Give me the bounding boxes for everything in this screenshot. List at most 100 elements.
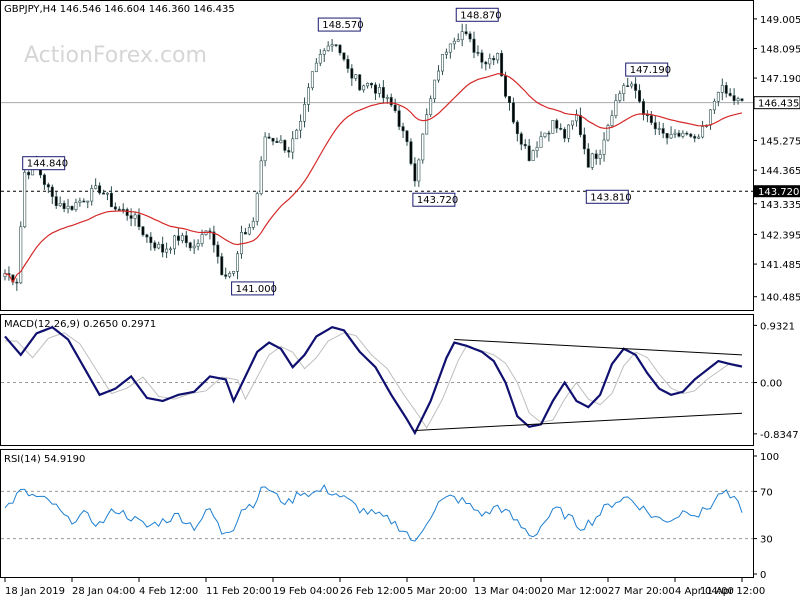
candle	[366, 82, 370, 89]
candle	[539, 131, 543, 148]
candle	[216, 241, 220, 264]
candle-body	[362, 85, 366, 91]
candle	[693, 134, 697, 143]
candle-body	[389, 97, 393, 106]
candle	[287, 146, 291, 158]
candle-body	[271, 137, 275, 142]
price-annotation: 147.190	[625, 62, 671, 77]
candle-body	[373, 84, 377, 94]
candle-body	[657, 128, 661, 130]
current-price-tag	[753, 96, 800, 110]
candle	[452, 37, 456, 50]
price-annotation: 141.000	[231, 281, 277, 296]
candle	[303, 97, 307, 128]
candle-body	[456, 39, 460, 42]
candle	[149, 232, 153, 251]
candle-body	[511, 102, 515, 123]
candle	[94, 178, 98, 190]
candle-body	[94, 185, 98, 189]
candle	[460, 23, 464, 47]
candle-body	[736, 98, 740, 102]
candle	[429, 95, 433, 117]
candle-body	[15, 281, 19, 284]
candle-body	[567, 124, 571, 139]
candle-body	[157, 243, 161, 249]
candle-body	[216, 244, 220, 257]
candle	[66, 198, 70, 214]
candle	[685, 131, 689, 136]
annotation-box	[22, 156, 66, 171]
candle-body	[653, 122, 657, 130]
candle	[243, 227, 247, 235]
candle	[362, 84, 366, 93]
candle-body	[555, 120, 559, 129]
candle-body	[582, 134, 586, 150]
price-panel	[0, 0, 754, 311]
candle-body	[310, 71, 314, 89]
candle	[531, 149, 535, 162]
candle-body	[121, 208, 125, 211]
annotation-box	[455, 7, 499, 22]
x-tick-label: 11 Feb 20:00	[206, 586, 272, 597]
candle-body	[476, 52, 480, 54]
candle	[594, 149, 598, 165]
candle	[681, 130, 685, 139]
candle	[444, 48, 448, 59]
candle	[555, 118, 559, 133]
candle	[515, 120, 519, 142]
candle-body	[86, 200, 90, 203]
candle-body	[224, 274, 228, 277]
candle	[58, 196, 62, 208]
candle-body	[405, 130, 409, 142]
price-annotation: 143.810	[585, 189, 632, 204]
macd-tick-label: 0.9321	[760, 321, 795, 332]
macd-panel	[0, 314, 754, 446]
candle-body	[196, 243, 200, 247]
macd-trendline	[414, 412, 743, 431]
candle	[54, 191, 58, 209]
annotation-box	[625, 62, 669, 77]
candle-body	[618, 93, 622, 101]
candle-body	[161, 243, 165, 253]
candle-body	[314, 62, 318, 72]
annotation-box	[412, 192, 456, 207]
candle	[464, 24, 468, 36]
candle	[381, 80, 385, 104]
candle-body	[42, 174, 46, 185]
candle	[62, 200, 66, 213]
candle-body	[563, 129, 567, 139]
candle	[641, 98, 645, 121]
candle-body	[129, 215, 133, 219]
candle-body	[472, 38, 476, 53]
candle	[582, 127, 586, 155]
candle-body	[149, 236, 153, 244]
candle	[299, 114, 303, 139]
candle	[338, 44, 342, 56]
rsi-tick-label: 100	[760, 452, 779, 463]
candle	[220, 252, 224, 276]
candle	[622, 83, 626, 102]
x-tick-label: 11 Apr 12:00	[700, 586, 765, 597]
candle-body	[287, 150, 291, 153]
candle	[574, 109, 578, 127]
candle	[102, 189, 106, 195]
candle	[476, 45, 480, 57]
candle	[169, 246, 173, 254]
candle-body	[689, 133, 693, 137]
candle	[618, 90, 622, 103]
x-tick-label: 4 Apr 04:00	[675, 586, 734, 597]
candle	[448, 43, 452, 59]
candle-body	[724, 85, 728, 94]
rsi-layer	[1, 484, 753, 542]
price-tick-label: 143.335	[760, 200, 800, 211]
annotation-box	[585, 189, 629, 204]
candle-body	[145, 234, 149, 238]
candle-body	[681, 132, 685, 137]
price-tick-label: 144.365	[760, 166, 800, 177]
candle-body	[708, 109, 712, 126]
macd-tick-label: 0.00	[760, 379, 782, 390]
candle-body	[283, 139, 287, 151]
x-axis: 18 Jan 2019 28 Jan 04:00 4 Feb 12:00 11 Feb…	[4, 578, 765, 597]
candle-body	[366, 82, 370, 87]
candle-body	[496, 52, 500, 61]
